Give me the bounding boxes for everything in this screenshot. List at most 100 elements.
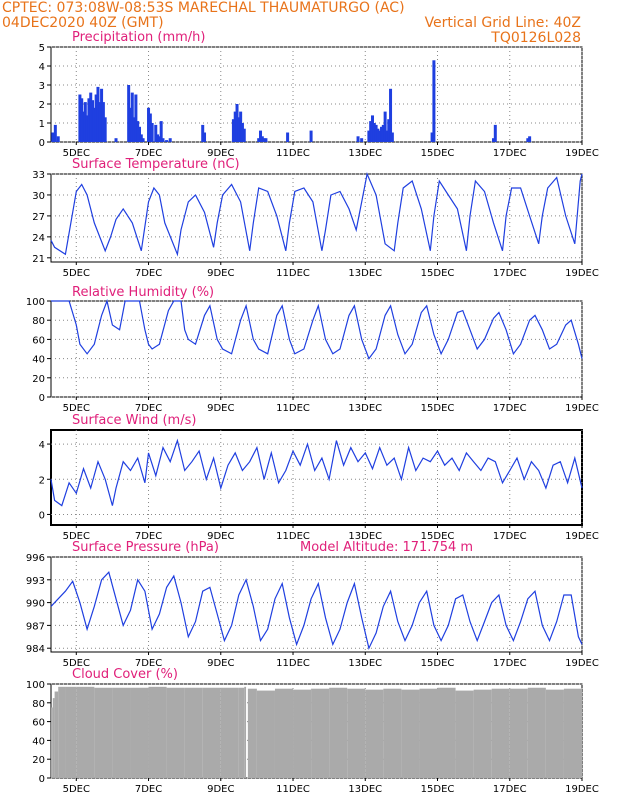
- precip-bar: [492, 138, 495, 142]
- precip-bar: [242, 128, 246, 142]
- temp-ytick-label: 24: [32, 233, 45, 244]
- wind-xtick-label: 9DEC: [207, 531, 234, 542]
- precip-bar: [96, 86, 100, 142]
- pressure-xtick-label: 11DEC: [276, 658, 310, 669]
- precip-bar: [154, 124, 158, 142]
- precip-bar: [356, 136, 360, 142]
- wind-xtick-label: 11DEC: [276, 531, 310, 542]
- cloud-xtick-label: 15DEC: [421, 784, 455, 795]
- rh-xtick-label: 15DEC: [421, 403, 455, 414]
- pressure-xtick-label: 15DEC: [421, 658, 455, 669]
- cloud-bar: [247, 688, 257, 778]
- temp-xtick-label: 13DEC: [348, 268, 382, 279]
- wind-ytick-label: 2: [39, 475, 45, 486]
- precip-bar: [376, 128, 380, 142]
- cloud-bar: [166, 687, 185, 778]
- cloud-xtick-label: 17DEC: [493, 784, 527, 795]
- precip-bar: [239, 111, 243, 142]
- cloud-bar: [274, 688, 294, 778]
- precip-bar: [156, 134, 160, 142]
- temp-ytick-label: 33: [32, 170, 45, 181]
- cloud-bar: [563, 688, 582, 778]
- cloud-ytick-label: 0: [39, 774, 45, 785]
- rh-ytick-label: 60: [32, 335, 45, 346]
- cloud-bar: [293, 689, 312, 778]
- temp-xtick-label: 11DEC: [276, 268, 310, 279]
- precip-xtick-label: 5DEC: [63, 148, 90, 159]
- precip-bar: [53, 124, 57, 142]
- temp-ytick-label: 27: [32, 212, 45, 223]
- panel-temp: 5DEC 7DEC 9DEC 11DEC 13DEC 15DEC 17DEC 19DEC 21 2…: [32, 157, 599, 279]
- precip-bar: [103, 117, 107, 142]
- precip-bar: [157, 136, 161, 142]
- precip-bar: [80, 98, 84, 142]
- panel-precip: 5DEC 7DEC 9DEC 11DEC 13DEC 15DEC 17DEC 19DEC 0 1 2…: [39, 30, 599, 159]
- rh-xtick-label: 5DEC: [63, 403, 90, 414]
- rh-ytick-label: 40: [32, 355, 45, 366]
- precip-bar: [56, 136, 60, 142]
- rh-ytick-label: 100: [26, 297, 45, 308]
- precip-bar: [237, 117, 241, 142]
- cloud-bar: [244, 686, 247, 778]
- wind-ytick-label: 0: [39, 510, 45, 521]
- cloud-bar: [238, 687, 245, 778]
- precip-xtick-label: 15DEC: [421, 148, 455, 159]
- precip-bar: [526, 138, 530, 142]
- cloud-bar: [329, 687, 348, 778]
- precip-bar: [83, 102, 87, 142]
- cloud-bar: [184, 687, 203, 778]
- precip-bar: [240, 123, 244, 142]
- precip-bar: [85, 115, 89, 142]
- precip-bar: [51, 132, 55, 142]
- cloud-xtick-label: 9DEC: [207, 784, 234, 795]
- cloud-bar: [52, 698, 55, 778]
- precip-bar: [201, 124, 205, 142]
- precip-bar: [92, 107, 96, 142]
- cloud-xtick-label: 5DEC: [63, 784, 90, 795]
- precip-bar: [385, 130, 389, 142]
- temp-xtick-label: 9DEC: [207, 268, 234, 279]
- header-model: TQ0126L028: [490, 30, 581, 46]
- pressure-frame: [50, 556, 583, 653]
- cloud-bar: [311, 688, 330, 778]
- cloud-xtick-label: 11DEC: [276, 784, 310, 795]
- precip-bar: [165, 140, 169, 142]
- pressure-series-line: [50, 571, 583, 651]
- cloud-title: Cloud Cover (%): [72, 667, 178, 682]
- temp-xtick-label: 15DEC: [421, 268, 455, 279]
- precip-bar: [139, 134, 143, 142]
- precip-bar: [148, 113, 152, 142]
- pressure-xtick-label: 5DEC: [63, 658, 90, 669]
- pressure-xtick-label: 7DEC: [135, 658, 162, 669]
- precip-bar: [235, 104, 239, 142]
- temp-series-line: [50, 171, 583, 257]
- precip-bar: [383, 111, 387, 142]
- cloud-bar: [76, 686, 95, 778]
- temp-ytick-label: 21: [32, 254, 45, 265]
- precip-ytick-label: 5: [39, 43, 45, 54]
- precip-xtick-label: 7DEC: [135, 148, 162, 159]
- rh-xtick-label: 17DEC: [493, 403, 527, 414]
- cloud-bar: [365, 689, 384, 778]
- precip-bar: [78, 94, 82, 142]
- wind-frame: [50, 429, 583, 526]
- precip-bar: [100, 88, 104, 142]
- pressure-xtick-label: 19DEC: [565, 658, 599, 669]
- pressure-xtick-label: 13DEC: [348, 658, 382, 669]
- cloud-ytick-label: 60: [32, 718, 45, 729]
- precip-bar: [286, 132, 290, 142]
- cloud-ytick-label: 40: [32, 736, 45, 747]
- precip-xtick-label: 11DEC: [276, 148, 310, 159]
- precip-bar: [369, 121, 373, 142]
- panel-wind: 5DEC 7DEC 9DEC 11DEC 13DEC 15DEC 17DEC 19DEC 0 2 4…: [39, 413, 599, 542]
- precip-bar: [389, 88, 393, 142]
- precip-bar: [128, 107, 132, 142]
- precip-bar: [430, 132, 434, 142]
- precip-bar: [233, 111, 237, 142]
- precip-bar: [159, 121, 163, 142]
- precip-xtick-label: 17DEC: [493, 148, 527, 159]
- cloud-bar: [51, 707, 53, 778]
- cloud-bar: [202, 687, 221, 778]
- header-date: 04DEC2020 40Z (GMT): [2, 15, 164, 31]
